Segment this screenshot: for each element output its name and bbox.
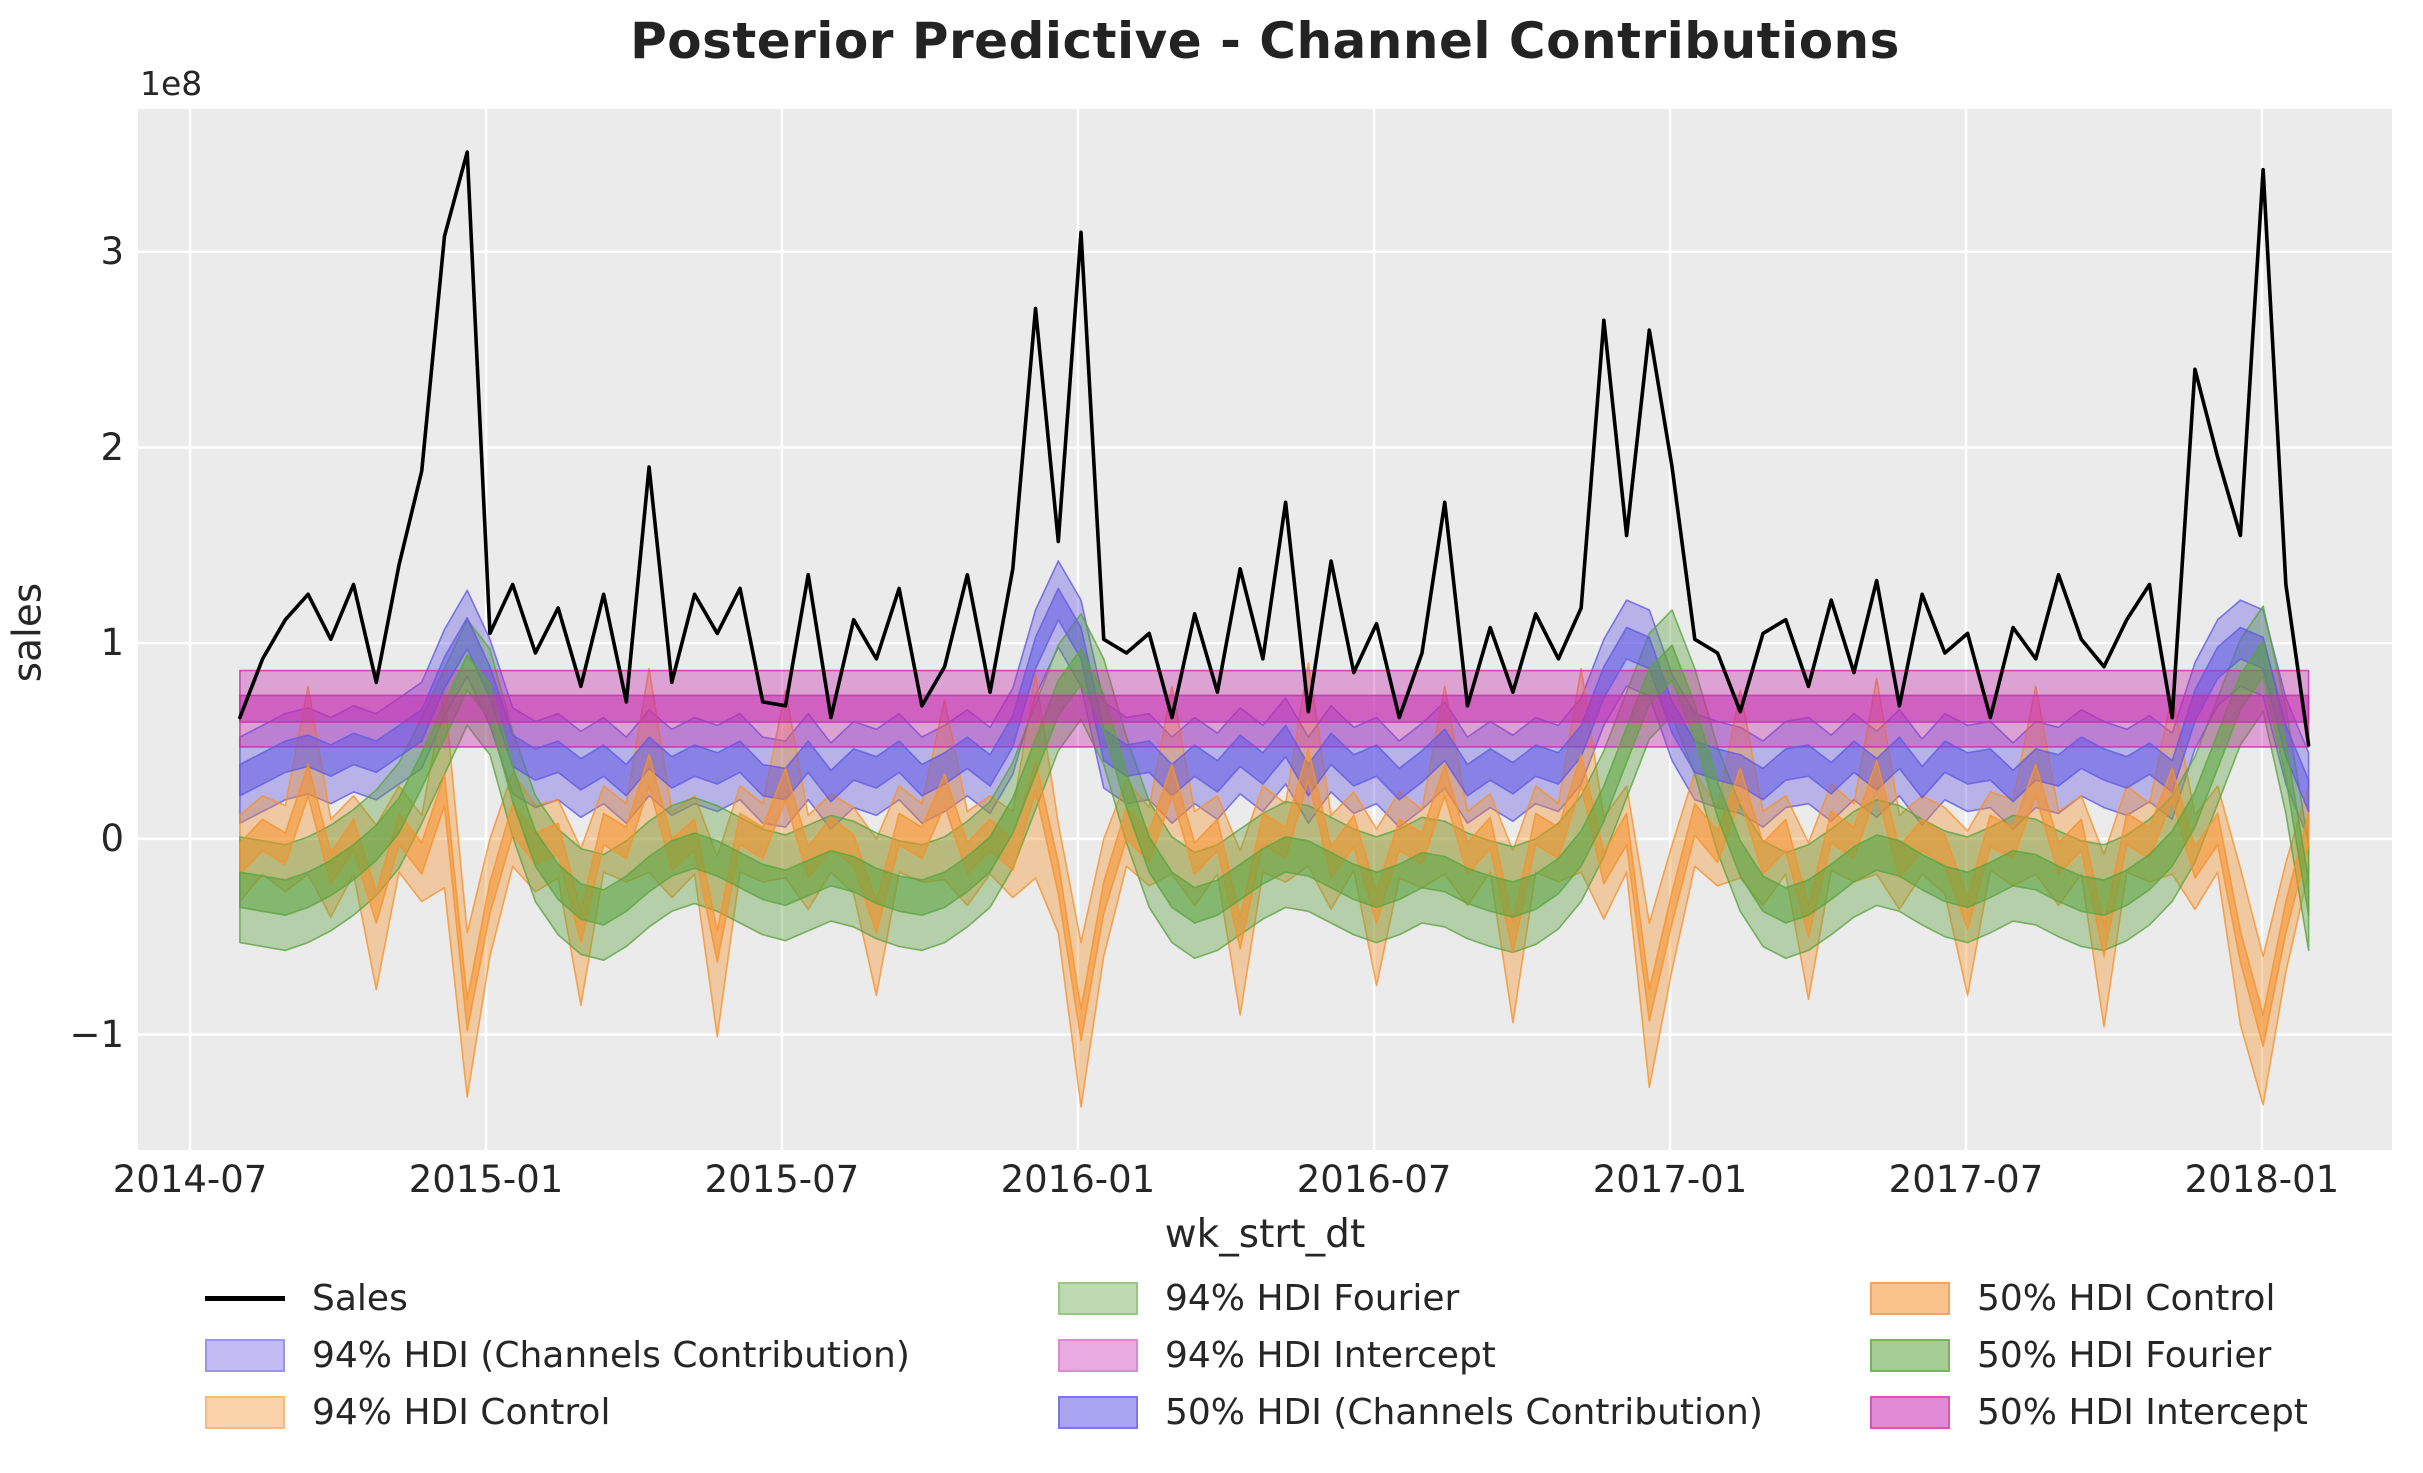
legend-column-1: Sales 94% HDI (Channels Contribution) 94% …: [205, 1270, 910, 1441]
band-50-intercept: [239, 694, 2310, 723]
legend-label-94-hdi-channels-contribution: 94% HDI (Channels Contribution): [312, 1335, 910, 1376]
legend-label-94-hdi-fourier: 94% HDI Fourier: [1165, 1278, 1460, 1319]
x-tick-2015-01: 2015-01: [408, 1158, 564, 1201]
legend-item-94-hdi-channels-contribution: 94% HDI (Channels Contribution): [205, 1327, 910, 1384]
legend-item-50-hdi-control: 50% HDI Control: [1870, 1270, 2308, 1327]
legend-item-50-hdi-fourier: 50% HDI Fourier: [1870, 1327, 2308, 1384]
legend-item-50-hdi-intercept: 50% HDI Intercept: [1870, 1384, 2308, 1441]
plot-series: [238, 150, 2311, 1108]
legend-label-50-hdi-control: 50% HDI Control: [1977, 1278, 2276, 1319]
legend-label-94-hdi-intercept: 94% HDI Intercept: [1165, 1335, 1496, 1376]
legend-item-94-hdi-fourier: 94% HDI Fourier: [1058, 1270, 1763, 1327]
legend-item-94-hdi-intercept: 94% HDI Intercept: [1058, 1327, 1763, 1384]
legend: Sales 94% HDI (Channels Contribution) 94% …: [0, 1270, 2423, 1455]
legend-patch-swatch-50-hdi-intercept: [1870, 1396, 1950, 1429]
x-tick-2015-07: 2015-07: [704, 1158, 860, 1201]
y-tick-0: 0: [100, 816, 124, 860]
legend-patch-swatch-94-hdi-intercept: [1058, 1339, 1138, 1372]
x-axis-label: wk_strt_dt: [1164, 1212, 1366, 1257]
legend-patch-swatch-50-hdi-channels-contribution: [1058, 1396, 1138, 1429]
legend-patch-swatch-94-hdi-fourier: [1058, 1282, 1138, 1315]
legend-item-sales: Sales: [205, 1270, 910, 1327]
band-50-channels_contribution: [239, 587, 2310, 813]
legend-label-94-hdi-control: 94% HDI Control: [312, 1392, 611, 1433]
legend-item-50-hdi-channels-contribution: 50% HDI (Channels Contribution): [1058, 1384, 1763, 1441]
legend-item-94-hdi-control: 94% HDI Control: [205, 1384, 910, 1441]
legend-column-2: 94% HDI Fourier 94% HDI Intercept 50% HDI …: [1058, 1270, 1763, 1441]
x-tick-2016-07: 2016-07: [1296, 1158, 1452, 1201]
legend-line-swatch-sales: [205, 1296, 285, 1301]
y-tick-1: 1: [100, 621, 124, 665]
x-tick-2014-07: 2014-07: [112, 1158, 268, 1201]
sales-line: [238, 150, 2311, 747]
x-tick-2017-01: 2017-01: [1592, 1158, 1748, 1201]
band-50-fourier: [239, 640, 2310, 926]
legend-label-sales: Sales: [312, 1278, 408, 1319]
y-tick-3: 3: [100, 229, 124, 273]
x-tick-2016-01: 2016-01: [1000, 1158, 1156, 1201]
legend-patch-swatch-94-hdi-channels-contribution: [205, 1339, 285, 1372]
y-tick-2: 2: [100, 425, 124, 469]
y-tick--1: −1: [69, 1012, 124, 1056]
x-tick-2017-07: 2017-07: [1888, 1158, 2044, 1201]
legend-column-3: 50% HDI Control 50% HDI Fourier 50% HDI In…: [1870, 1270, 2308, 1441]
x-tick-2018-01: 2018-01: [2184, 1158, 2340, 1201]
band-50-control: [239, 748, 2310, 1048]
legend-patch-swatch-94-hdi-control: [205, 1396, 285, 1429]
legend-patch-swatch-50-hdi-control: [1870, 1282, 1950, 1315]
y-axis-offset-label: 1e8: [140, 64, 203, 103]
legend-label-50-hdi-intercept: 50% HDI Intercept: [1977, 1392, 2308, 1433]
chart-title: Posterior Predictive - Channel Contribut…: [630, 12, 1900, 70]
legend-patch-swatch-50-hdi-fourier: [1870, 1339, 1950, 1372]
legend-label-50-hdi-channels-contribution: 50% HDI (Channels Contribution): [1165, 1392, 1763, 1433]
legend-label-50-hdi-fourier: 50% HDI Fourier: [1977, 1335, 2272, 1376]
